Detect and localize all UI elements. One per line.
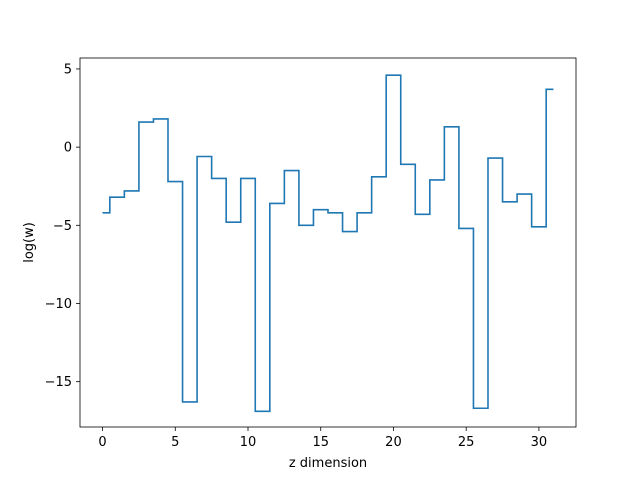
series-line-0 [102, 74, 554, 413]
plot-frame [79, 57, 577, 428]
series-layer [102, 74, 554, 413]
y-tick-label: −15 [45, 375, 72, 390]
y-tick-label: −5 [53, 219, 72, 234]
x-axis: 0 5 10 15 20 25 30 [98, 427, 547, 450]
y-tick-label: −10 [45, 297, 72, 312]
x-tick-label: 0 [98, 435, 106, 450]
x-axis-label: z dimension [289, 456, 367, 471]
x-tick-label: 25 [458, 435, 475, 450]
y-tick-label: 5 [64, 62, 72, 77]
y-tick-label: 0 [64, 141, 72, 156]
y-axis: 5 0 −5 −10 −15 [45, 62, 80, 390]
x-tick-label: 10 [240, 435, 257, 450]
x-tick-label: 20 [385, 435, 402, 450]
x-tick-label: 5 [171, 435, 179, 450]
y-axis-label: log(w) [22, 222, 37, 263]
x-tick-label: 15 [312, 435, 329, 450]
x-tick-label: 30 [531, 435, 548, 450]
